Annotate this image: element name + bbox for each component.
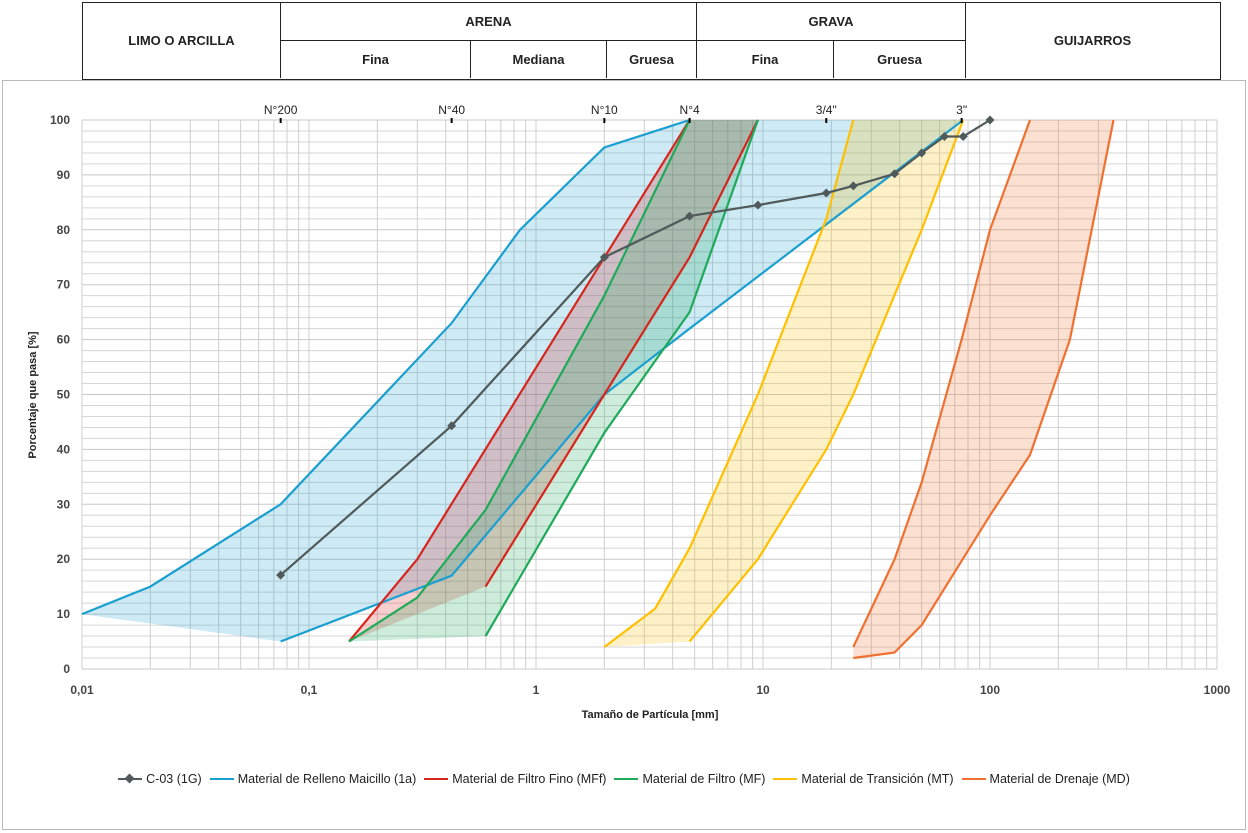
diamond-marker-icon bbox=[124, 773, 135, 784]
legend-label: Material de Filtro (MF) bbox=[642, 772, 766, 786]
y-tick-label: 40 bbox=[57, 442, 71, 456]
sieve-label: 3/4" bbox=[816, 103, 837, 117]
y-tick-label: 10 bbox=[57, 607, 71, 621]
x-tick-label: 0,01 bbox=[70, 683, 94, 697]
x-tick-label: 100 bbox=[980, 683, 1000, 697]
header-grava-gruesa: Gruesa bbox=[834, 41, 966, 78]
x-axis-title: Tamaño de Partícula [mm] bbox=[582, 709, 719, 721]
y-tick-label: 30 bbox=[57, 497, 71, 511]
legend-item: Material de Filtro (MF) bbox=[614, 772, 765, 786]
axis-labels: 0 10 20 30 40 50 60 70 80 90 100 0,01 0,1 1 10 100 1000 N… bbox=[50, 103, 1231, 697]
header-arena-mediana: Mediana bbox=[471, 41, 607, 78]
legend-label: C-03 (1G) bbox=[146, 772, 202, 786]
data-point bbox=[848, 181, 858, 191]
data-point bbox=[985, 115, 995, 125]
chart-frame bbox=[2, 80, 1246, 830]
legend-label: Material de Relleno Maicillo (1a) bbox=[237, 772, 417, 786]
header-grava-fina: Fina bbox=[697, 41, 834, 78]
band-upper-material-de-drenaje-md- bbox=[852, 119, 1032, 648]
y-axis-title: Porcentaje que pasa [%] bbox=[27, 331, 39, 458]
band-fill-material-de-filtro-fino-mff- bbox=[349, 120, 758, 642]
band-lower-material-de-filtro-fino-mff- bbox=[484, 119, 759, 588]
y-tick-label: 20 bbox=[57, 552, 71, 566]
header-grava: GRAVA bbox=[697, 3, 966, 41]
data-point bbox=[447, 421, 457, 431]
legend-item: Material de Filtro Fino (MFf) bbox=[424, 772, 606, 786]
header-arena: ARENA bbox=[281, 3, 697, 41]
sieve-label: 3" bbox=[956, 103, 967, 117]
legend-label: Material de Transición (MT) bbox=[801, 772, 954, 786]
sieve-label: N°200 bbox=[264, 103, 298, 117]
band-lower-material-de-transici-n-mt- bbox=[688, 119, 965, 643]
data-point bbox=[685, 211, 695, 221]
y-tick-label: 0 bbox=[63, 662, 70, 676]
legend-item: Material de Relleno Maicillo (1a) bbox=[209, 772, 417, 786]
y-tick-label: 60 bbox=[57, 333, 71, 347]
header-limo: LIMO O ARCILLA bbox=[83, 3, 281, 78]
data-point bbox=[917, 148, 927, 158]
data-point bbox=[939, 131, 949, 141]
band-fill-material-de-filtro-mf- bbox=[349, 120, 758, 642]
band-fill-material-de-relleno-maicillo-1a- bbox=[82, 120, 964, 642]
sample-series bbox=[276, 115, 995, 580]
legend: C-03 (1G) Material de Relleno Maicillo (1… bbox=[0, 772, 1248, 786]
data-point bbox=[958, 131, 968, 141]
legend-item: Material de Transición (MT) bbox=[773, 772, 954, 786]
band-upper-material-de-filtro-mf- bbox=[348, 119, 691, 643]
grid bbox=[81, 119, 1218, 670]
legend-swatch bbox=[773, 778, 798, 780]
x-tick-label: 1 bbox=[533, 683, 540, 697]
legend-swatch bbox=[614, 778, 639, 780]
x-tick-label: 1000 bbox=[1204, 683, 1231, 697]
y-tick-label: 90 bbox=[57, 168, 71, 182]
band-upper-material-de-relleno-maicillo-1a- bbox=[81, 118, 690, 616]
data-point bbox=[753, 200, 763, 210]
legend-label: Material de Filtro Fino (MFf) bbox=[452, 772, 607, 786]
legend-item: Material de Drenaje (MD) bbox=[961, 772, 1130, 786]
band-fill-material-de-drenaje-md- bbox=[853, 120, 1114, 658]
y-tick-label: 50 bbox=[57, 388, 71, 402]
sieve-label: N°4 bbox=[680, 103, 700, 117]
x-tick-label: 0,1 bbox=[301, 683, 318, 697]
legend-label: Material de Drenaje (MD) bbox=[989, 772, 1130, 786]
soil-classification-header: LIMO O ARCILLA ARENA Fina Mediana Gruesa… bbox=[82, 2, 1221, 80]
legend-swatch bbox=[424, 778, 449, 780]
x-tick-label: 10 bbox=[756, 683, 770, 697]
data-point bbox=[821, 188, 831, 198]
band-upper-material-de-filtro-fino-mff- bbox=[348, 119, 691, 643]
band-lower-material-de-filtro-mf- bbox=[484, 119, 759, 637]
header-arena-gruesa: Gruesa bbox=[607, 41, 697, 78]
header-guijarros: GUIJARROS bbox=[1053, 33, 1132, 48]
y-tick-label: 70 bbox=[57, 278, 71, 292]
band-lower-material-de-drenaje-md- bbox=[853, 119, 1115, 660]
data-point bbox=[599, 252, 609, 262]
sieve-label: N°40 bbox=[438, 103, 465, 117]
band-upper-material-de-transici-n-mt- bbox=[603, 119, 855, 648]
band-fills bbox=[82, 120, 1114, 658]
legend-swatch bbox=[118, 773, 143, 784]
band-fill-material-de-transici-n-mt- bbox=[604, 120, 964, 647]
header-arena-fina: Fina bbox=[281, 41, 471, 78]
data-point bbox=[276, 570, 286, 580]
sieve-label: N°10 bbox=[591, 103, 618, 117]
legend-swatch bbox=[209, 778, 234, 780]
data-point bbox=[890, 169, 900, 179]
legend-item: C-03 (1G) bbox=[118, 772, 202, 786]
y-tick-label: 80 bbox=[57, 223, 71, 237]
band-lines bbox=[81, 118, 1115, 660]
legend-swatch bbox=[961, 778, 986, 780]
y-tick-label: 100 bbox=[50, 113, 70, 127]
